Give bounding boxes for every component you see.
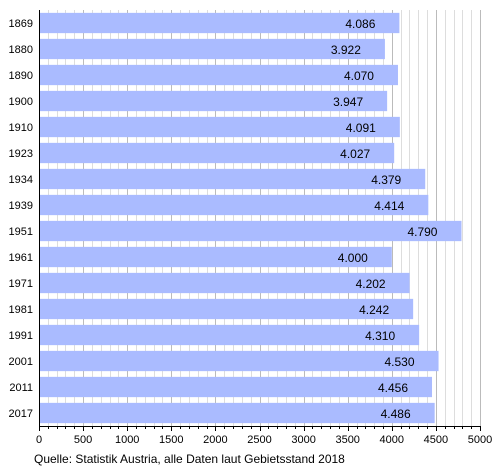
- data-label: 4.070: [344, 69, 374, 83]
- x-tick-label: 1500: [159, 434, 183, 446]
- data-label: 4.379: [371, 173, 401, 187]
- bar: [39, 194, 429, 216]
- data-label: 4.414: [374, 199, 404, 213]
- x-tick-label: 3000: [291, 434, 315, 446]
- x-tick-label: 4500: [424, 434, 448, 446]
- bar: [39, 220, 462, 242]
- category-label: 2017: [9, 408, 33, 420]
- data-label: 3.947: [333, 95, 363, 109]
- category-label: 1934: [9, 174, 33, 186]
- data-label: 4.310: [365, 329, 395, 343]
- x-tick-label: 5000: [468, 434, 492, 446]
- data-label: 4.242: [359, 303, 389, 317]
- category-label: 1900: [9, 96, 33, 108]
- bar: [39, 272, 410, 294]
- x-tick-label: 0: [36, 434, 42, 446]
- data-label: 3.922: [331, 43, 361, 57]
- category-label: 1991: [9, 330, 33, 342]
- category-label: 1971: [9, 278, 33, 290]
- data-label: 4.091: [346, 121, 376, 135]
- data-label: 4.530: [385, 355, 415, 369]
- bar: [39, 90, 388, 112]
- x-tick-label: 500: [74, 434, 92, 446]
- category-label: 1981: [9, 304, 33, 316]
- data-label: 4.486: [381, 407, 411, 421]
- category-label: 1923: [9, 148, 33, 160]
- data-label: 4.086: [345, 17, 375, 31]
- x-tick-label: 4000: [380, 434, 404, 446]
- bar: [39, 376, 433, 398]
- bar: [39, 38, 385, 60]
- data-label: 4.456: [378, 381, 408, 395]
- category-label: 2011: [9, 382, 33, 394]
- category-label: 1910: [9, 122, 33, 134]
- bar: [39, 64, 398, 86]
- x-tick-label: 2500: [247, 434, 271, 446]
- source-note: Quelle: Statistik Austria, alle Daten la…: [34, 452, 345, 466]
- bar: [39, 298, 414, 320]
- category-label: 2001: [9, 356, 33, 368]
- data-label: 4.790: [407, 225, 437, 239]
- bar: [39, 402, 435, 424]
- x-tick-label: 2000: [203, 434, 227, 446]
- category-label: 1869: [9, 18, 33, 30]
- bar: [39, 168, 426, 190]
- bar: [39, 324, 420, 346]
- category-label: 1961: [9, 252, 33, 264]
- data-label: 4.027: [340, 147, 370, 161]
- bar: [39, 142, 395, 164]
- category-label: 1939: [9, 200, 33, 212]
- category-label: 1951: [9, 226, 33, 238]
- x-tick-label: 3500: [335, 434, 359, 446]
- data-label: 4.202: [356, 277, 386, 291]
- bar: [39, 350, 439, 372]
- axes: 1869 1880 1890 1900 1910 1923 1934 1939 1951 1961…: [9, 10, 492, 446]
- category-label: 1880: [9, 44, 33, 56]
- x-tick-label: 1000: [115, 434, 139, 446]
- category-label: 1890: [9, 70, 33, 82]
- bar: [39, 12, 400, 34]
- data-label: 4.000: [338, 251, 368, 265]
- bar: [39, 246, 392, 268]
- bar: [39, 116, 400, 138]
